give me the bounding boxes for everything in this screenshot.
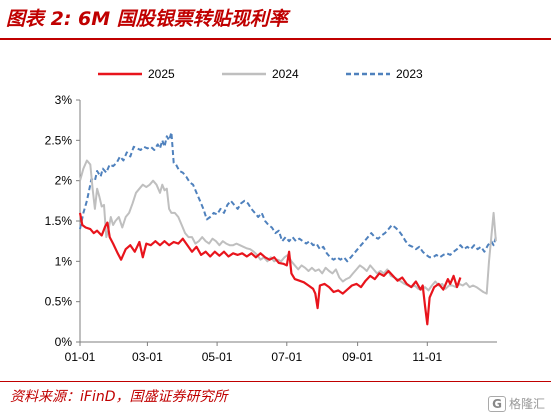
legend-label-2025: 2025: [148, 67, 175, 81]
watermark: G 格隆汇: [488, 395, 545, 412]
x-tick-label: 09-01: [342, 350, 373, 364]
series-line-2023: [79, 131, 497, 263]
series-line-2024: [79, 159, 497, 295]
x-tick-label: 07-01: [271, 350, 302, 364]
x-tick-label: 03-01: [132, 350, 163, 364]
y-tick-label: 0%: [55, 335, 73, 349]
x-tick-label: 05-01: [202, 350, 233, 364]
y-tick-label: 0.5%: [45, 295, 73, 309]
footer-rule: [0, 381, 551, 382]
source-note: 资料来源：iFinD，国盛证券研究所: [10, 389, 228, 405]
figure-title: 图表 2: 6M 国股银票转贴现利率: [6, 8, 288, 30]
axes: 0% 0.5% 1% 1.5% 2% 2.5% 3% 01-01 03-01 05-01 07-01…: [45, 93, 497, 364]
legend: 2025 2024 2023: [98, 67, 423, 81]
series-group: [78, 131, 497, 326]
watermark-text: 格隆汇: [508, 397, 545, 411]
line-chart: 2025 2024 2023 0% 0.5% 1% 1.5% 2% 2.5% 3% 01-01 03…: [45, 67, 497, 364]
legend-label-2023: 2023: [396, 67, 423, 81]
x-tick-label: 11-01: [412, 350, 442, 364]
y-tick-label: 1.5%: [45, 214, 73, 228]
y-tick-label: 2.5%: [45, 133, 73, 147]
y-tick-label: 3%: [55, 93, 73, 107]
title-rule: [0, 38, 551, 40]
x-tick-label: 01-01: [65, 350, 96, 364]
y-tick-label: 2%: [55, 174, 73, 188]
y-tick-label: 1%: [55, 254, 73, 268]
watermark-logo-icon: G: [488, 396, 506, 412]
series-line-2025: [78, 212, 462, 326]
legend-label-2024: 2024: [272, 67, 299, 81]
